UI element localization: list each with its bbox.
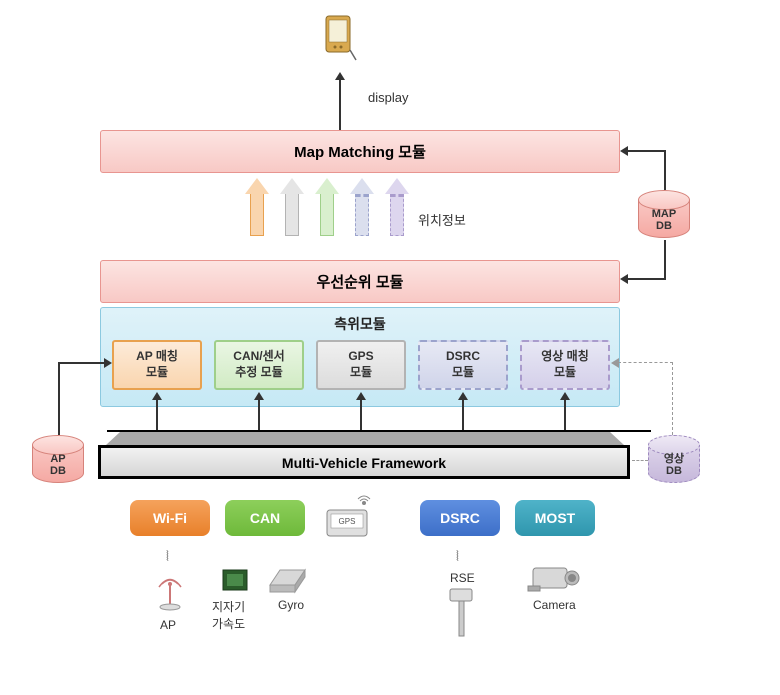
arrow-head-videodb (611, 358, 619, 368)
camera-label: Camera (533, 598, 576, 612)
framework-3d-top (106, 432, 624, 445)
arrow-head-apdb (104, 358, 112, 368)
connector-apdb-h (58, 362, 104, 364)
ap-matching-module: AP 매칭모듈 (112, 340, 202, 390)
pda-device-icon (320, 12, 358, 62)
gps-device-icon: GPS (322, 495, 377, 540)
connector-apdb-v (58, 362, 60, 435)
architecture-diagram: display Map Matching 모듈 MAP DB 위치정보 우선순위 (0, 0, 780, 695)
block-arrow-green (315, 178, 339, 236)
arrow-head-prio (620, 274, 628, 284)
dsrc-badge: DSRC (420, 500, 500, 536)
connector-fw-videodb (632, 460, 648, 461)
gyro-label: Gyro (278, 598, 304, 612)
ap-db-cylinder: AP DB (32, 435, 84, 483)
dsrc-module: DSRC모듈 (418, 340, 508, 390)
rse-label: RSE (450, 571, 475, 585)
ap-antenna-icon (150, 572, 190, 612)
ap-label: AP (160, 618, 176, 632)
arrow-to-display (339, 78, 341, 130)
connector-mapdb-h (628, 150, 666, 152)
video-matching-module: 영상 매칭모듈 (520, 340, 610, 390)
connector-videodb-h (618, 362, 673, 363)
can-sensor-module: CAN/센서추정 모듈 (214, 340, 304, 390)
rse-pole-icon (442, 586, 482, 641)
connector-mapdb-v (664, 150, 666, 190)
can-badge: CAN (225, 500, 305, 536)
camera-icon (525, 558, 585, 598)
block-arrow-purple (385, 178, 409, 236)
most-badge: MOST (515, 500, 595, 536)
map-db-cylinder: MAP DB (638, 190, 690, 238)
connector-prio-h (628, 278, 666, 280)
arrow-head-display (335, 72, 345, 80)
framework-box: Multi-Vehicle Framework (98, 445, 630, 479)
block-arrow-orange (245, 178, 269, 236)
block-arrow-blue (350, 178, 374, 236)
map-matching-module: Map Matching 모듈 (100, 130, 620, 173)
block-arrow-gray (280, 178, 304, 236)
svg-text:GPS: GPS (339, 517, 356, 526)
gyro-chip-icon (265, 560, 310, 598)
wifi-badge: Wi-Fi (130, 500, 210, 536)
display-label: display (368, 90, 408, 105)
connector-prio-v (664, 240, 666, 280)
zigzag-wifi: ⦚ (166, 548, 169, 565)
location-info-label: 위치정보 (418, 210, 466, 229)
connector-videodb-v (672, 362, 673, 435)
zigzag-rse: ⦚ (456, 548, 459, 565)
positioning-title: 측위모듈 (101, 308, 619, 334)
geomag-label: 지자기 가속도 (212, 598, 245, 632)
video-db-cylinder: 영상 DB (648, 435, 700, 483)
geomag-chip-icon (215, 562, 255, 597)
gps-module: GPS모듈 (316, 340, 406, 390)
arrow-head-mapdb (620, 146, 628, 156)
priority-module: 우선순위 모듈 (100, 260, 620, 303)
